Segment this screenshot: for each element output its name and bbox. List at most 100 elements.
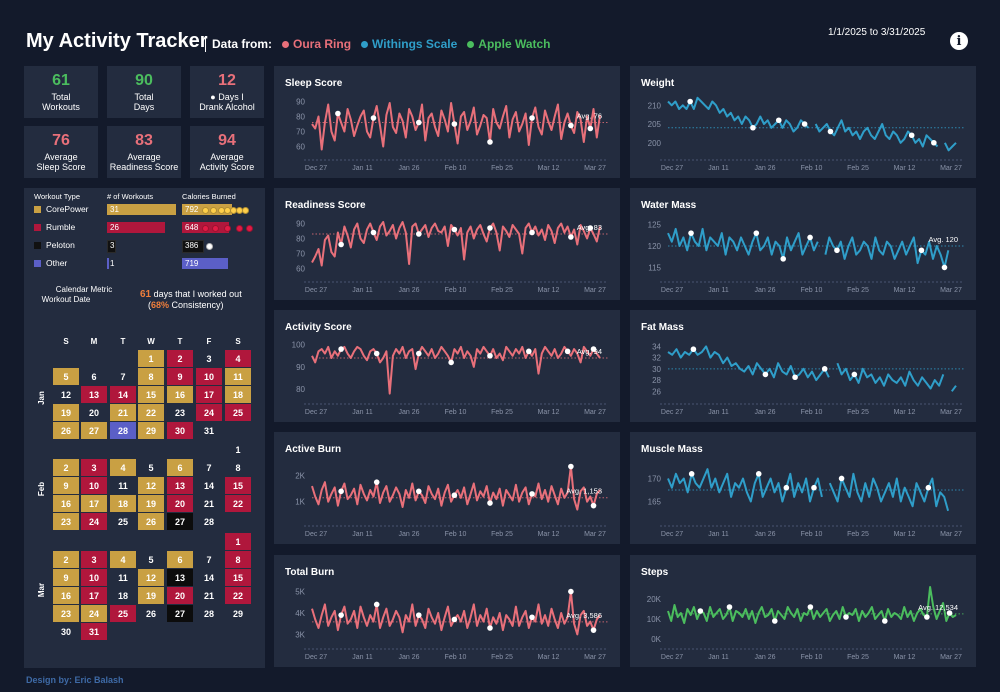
series-line[interactable] — [311, 590, 601, 636]
calendar-day-cell[interactable] — [225, 551, 251, 568]
alcohol-day-marker[interactable] — [688, 230, 694, 236]
calendar-day-cell[interactable] — [53, 368, 79, 385]
alcohol-day-marker[interactable] — [487, 225, 493, 231]
calendar-day-cell[interactable] — [138, 513, 164, 530]
source-apple-watch[interactable]: Apple Watch — [467, 37, 551, 51]
series-line[interactable] — [311, 221, 601, 267]
alcohol-day-marker[interactable] — [451, 492, 458, 499]
alcohol-day-marker[interactable] — [775, 117, 782, 124]
alcohol-day-marker[interactable] — [590, 346, 597, 352]
alcohol-day-marker[interactable] — [338, 241, 344, 248]
series-line[interactable] — [311, 345, 601, 395]
alcohol-day-marker[interactable] — [568, 463, 574, 470]
calendar-day-cell[interactable] — [167, 477, 193, 494]
alcohol-day-marker[interactable] — [941, 264, 948, 271]
calendar-day-cell[interactable] — [110, 551, 136, 568]
alcohol-day-marker[interactable] — [370, 115, 377, 121]
calendar-day-cell[interactable] — [81, 495, 107, 512]
source-oura[interactable]: Oura Ring — [282, 37, 351, 51]
alcohol-day-marker[interactable] — [590, 502, 597, 509]
alcohol-day-marker[interactable] — [753, 230, 760, 236]
workout-row[interactable]: CorePower 31 792 — [32, 204, 257, 216]
calendar-day-cell[interactable] — [167, 587, 193, 604]
calendar-day-cell[interactable] — [225, 569, 251, 586]
calendar-day-cell[interactable] — [167, 495, 193, 512]
calendar-day-cell[interactable] — [81, 422, 107, 439]
alcohol-day-marker[interactable] — [843, 614, 849, 620]
alcohol-day-marker[interactable] — [564, 348, 571, 355]
alcohol-day-marker[interactable] — [448, 359, 454, 366]
calendar-day-cell[interactable] — [138, 422, 164, 439]
alcohol-day-marker[interactable] — [529, 491, 535, 497]
alcohol-day-marker[interactable] — [918, 247, 925, 254]
alcohol-day-marker[interactable] — [335, 110, 341, 117]
calendar-day-cell[interactable] — [81, 605, 107, 622]
calendar-day-cell[interactable] — [53, 422, 79, 439]
workout-row[interactable]: Rumble 26 648 — [32, 222, 257, 234]
alcohol-day-marker[interactable] — [338, 612, 344, 618]
calendar-day-cell[interactable] — [53, 587, 79, 604]
alcohol-day-marker[interactable] — [590, 627, 597, 633]
calendar-day-cell[interactable] — [196, 386, 222, 403]
alcohol-day-marker[interactable] — [451, 616, 458, 623]
alcohol-day-marker[interactable] — [924, 614, 930, 620]
calendar-day-cell[interactable] — [138, 386, 164, 403]
calendar-day-cell[interactable] — [167, 551, 193, 568]
calendar-metric[interactable]: Calendar Metric Workout Date — [34, 285, 134, 305]
alcohol-day-marker[interactable] — [415, 612, 422, 618]
alcohol-day-marker[interactable] — [529, 614, 535, 621]
alcohol-day-marker[interactable] — [931, 139, 937, 146]
alcohol-day-marker[interactable] — [755, 471, 762, 477]
calendar-day-cell[interactable] — [167, 368, 193, 385]
source-withings[interactable]: Withings Scale — [361, 37, 457, 51]
calendar-day-cell[interactable] — [81, 513, 107, 530]
alcohol-day-marker[interactable] — [908, 132, 915, 139]
calendar-day-cell[interactable] — [225, 587, 251, 604]
calendar-day-cell[interactable] — [53, 513, 79, 530]
calendar-day-cell[interactable] — [225, 533, 251, 550]
calendar-day-cell[interactable] — [167, 422, 193, 439]
info-icon[interactable]: i — [950, 32, 968, 50]
calendar-day-cell[interactable] — [138, 569, 164, 586]
series-line[interactable] — [668, 229, 956, 268]
alcohol-day-marker[interactable] — [587, 225, 594, 231]
alcohol-day-marker[interactable] — [415, 488, 422, 495]
alcohol-day-marker[interactable] — [529, 115, 535, 121]
alcohol-day-marker[interactable] — [882, 618, 888, 624]
calendar-day-cell[interactable] — [53, 495, 79, 512]
alcohol-day-marker[interactable] — [338, 346, 344, 352]
alcohol-day-marker[interactable] — [526, 348, 532, 355]
calendar-day-cell[interactable] — [167, 386, 193, 403]
calendar-day-cell[interactable] — [138, 495, 164, 512]
alcohol-day-marker[interactable] — [811, 484, 817, 491]
alcohol-day-marker[interactable] — [827, 128, 834, 135]
calendar-day-cell[interactable] — [225, 350, 251, 367]
calendar-day-cell[interactable] — [110, 386, 136, 403]
calendar-day-cell[interactable] — [225, 495, 251, 512]
workout-row[interactable]: Peloton 3 386 — [32, 240, 257, 253]
calendar-day-cell[interactable] — [53, 404, 79, 421]
alcohol-day-marker[interactable] — [688, 471, 695, 477]
alcohol-day-marker[interactable] — [373, 350, 380, 357]
alcohol-day-marker[interactable] — [807, 604, 814, 610]
alcohol-day-marker[interactable] — [771, 618, 778, 624]
calendar-day-cell[interactable] — [138, 587, 164, 604]
calendar-day-cell[interactable] — [81, 587, 107, 604]
alcohol-day-marker[interactable] — [529, 229, 535, 236]
series-line[interactable] — [311, 102, 601, 151]
calendar-day-cell[interactable] — [110, 459, 136, 476]
alcohol-day-marker[interactable] — [487, 352, 493, 359]
alcohol-day-marker[interactable] — [487, 500, 493, 506]
calendar-day-cell[interactable] — [81, 386, 107, 403]
alcohol-day-marker[interactable] — [690, 346, 697, 353]
alcohol-day-marker[interactable] — [415, 350, 422, 357]
calendar-day-cell[interactable] — [53, 551, 79, 568]
alcohol-day-marker[interactable] — [687, 98, 693, 105]
alcohol-day-marker[interactable] — [487, 139, 493, 145]
alcohol-day-marker[interactable] — [780, 256, 786, 262]
calendar-day-cell[interactable] — [196, 368, 222, 385]
alcohol-day-marker[interactable] — [373, 479, 380, 485]
series-line[interactable] — [667, 96, 957, 152]
calendar-day-cell[interactable] — [138, 368, 164, 385]
calendar-day-cell[interactable] — [53, 569, 79, 586]
